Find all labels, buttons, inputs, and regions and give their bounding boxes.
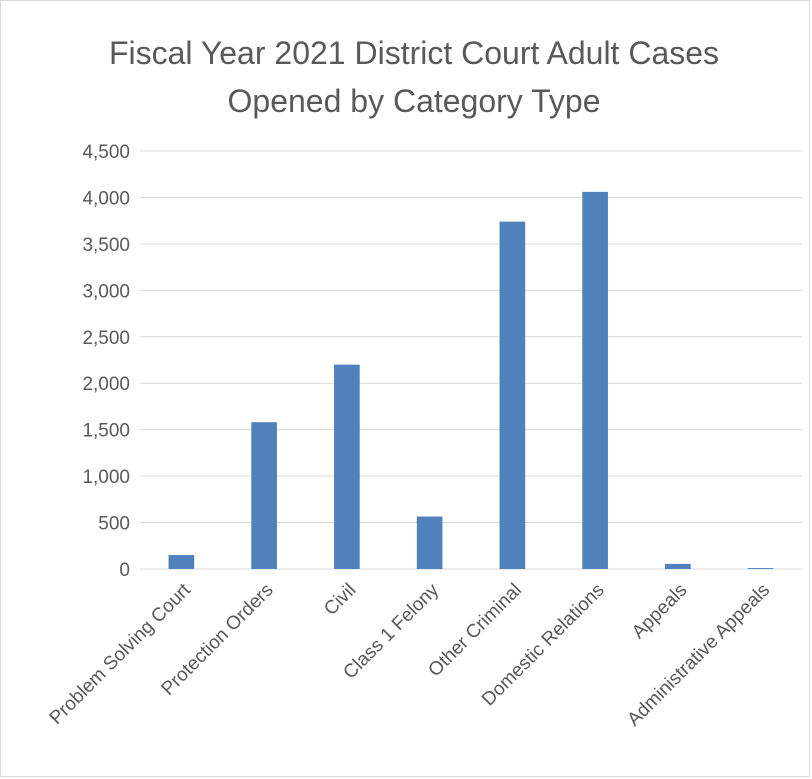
chart-title-line-1: Fiscal Year 2021 District Court Adult Ca… (109, 35, 719, 71)
x-tick-label: Administrative Appeals (623, 580, 774, 731)
bar (499, 221, 526, 569)
x-tick-label: Problem Solving Court (46, 579, 196, 729)
y-tick-label: 3,000 (82, 281, 130, 302)
bar (747, 568, 774, 569)
bar (665, 563, 691, 569)
y-tick-label: 2,500 (82, 328, 130, 349)
bars (168, 191, 774, 570)
y-tick-label: 4,000 (82, 188, 130, 209)
bar (168, 555, 195, 569)
bar (582, 191, 608, 570)
x-tick-label: Civil (320, 580, 360, 620)
y-tick-label: 500 (98, 514, 130, 535)
y-tick-label: 3,500 (82, 235, 130, 256)
y-tick-label: 1,000 (82, 467, 130, 488)
bar (416, 516, 443, 569)
y-tick-label: 4,500 (82, 142, 130, 163)
chart-title-line-2: Opened by Category Type (228, 83, 601, 119)
bar (334, 364, 360, 569)
y-tick-label: 0 (119, 560, 130, 581)
bar (251, 422, 277, 569)
y-tick-label: 2,000 (82, 374, 130, 395)
x-tick-label: Appeals (628, 580, 691, 643)
gridlines (140, 150, 802, 570)
y-axis-tick-labels: 0 500 1,000 1,500 2,000 2,500 3,000 3,500 4,000 4… (82, 142, 130, 581)
y-tick-label: 1,500 (82, 421, 130, 442)
